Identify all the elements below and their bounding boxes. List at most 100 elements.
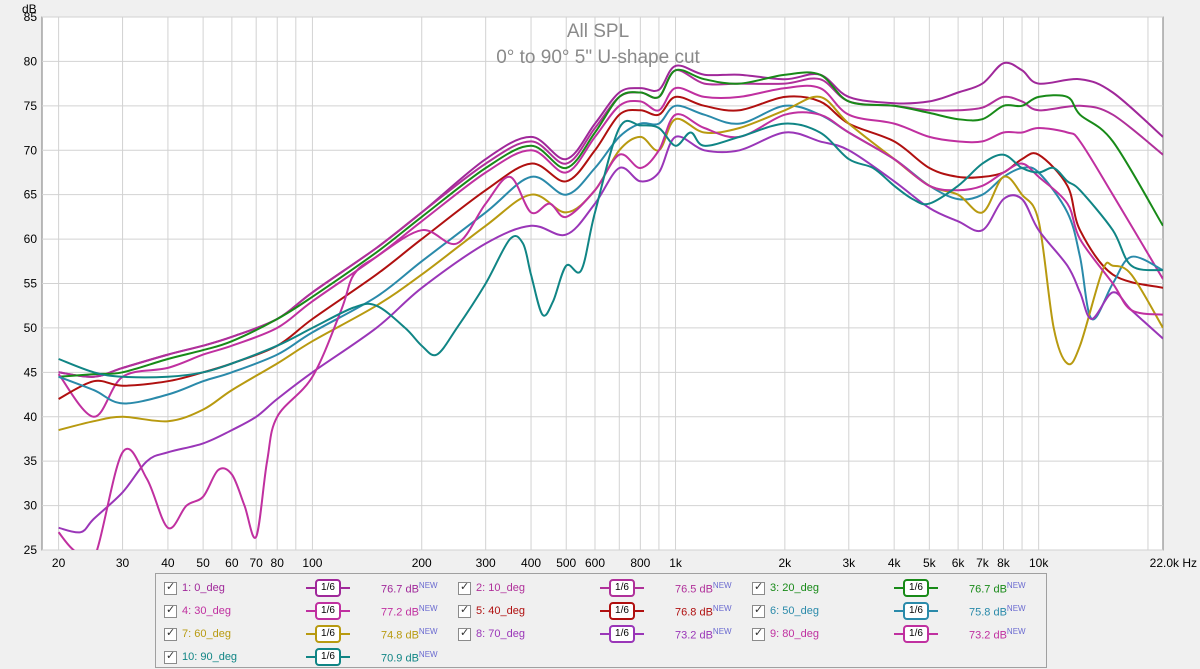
smoothing-button[interactable]: 1/6	[600, 625, 644, 643]
legend-item-2[interactable]: 2: 10_deg	[458, 578, 525, 598]
legend-level: 76.5 dBNEW	[675, 581, 732, 596]
legend-level: 76.8 dBNEW	[675, 604, 732, 619]
smoothing-button[interactable]: 1/6	[600, 579, 644, 597]
legend-level: 76.7 dBNEW	[381, 581, 438, 596]
legend-item-7[interactable]: 7: 60_deg	[164, 624, 231, 644]
legend-swatch-line	[929, 633, 938, 635]
legend-label: 2: 10_deg	[476, 582, 525, 594]
smoothing-button[interactable]: 1/6	[894, 579, 938, 597]
legend-item-10[interactable]: 10: 90_deg	[164, 647, 237, 667]
legend-swatch-line	[635, 587, 644, 589]
y-tick-label: 80	[24, 54, 38, 68]
curves	[57, 61, 1163, 550]
smoothing-button[interactable]: 1/6	[600, 602, 644, 620]
legend-checkbox[interactable]	[458, 580, 471, 595]
smoothing-label: 1/6	[315, 579, 341, 597]
x-tick-label: 30	[116, 556, 130, 570]
x-tick-label: 50	[196, 556, 210, 570]
legend-checkbox[interactable]	[752, 603, 765, 618]
legend-item-6[interactable]: 6: 50_deg	[752, 601, 819, 621]
legend-level-value: 76.7 dB	[969, 583, 1007, 596]
y-tick-label: 75	[24, 99, 38, 113]
x-tick-label: 22.0k Hz	[1150, 556, 1197, 570]
legend-swatch-line	[341, 587, 350, 589]
x-tick-label: 6k	[952, 556, 966, 570]
legend-level: 75.8 dBNEW	[969, 604, 1026, 619]
x-axis-ticks: 20 30 40 50 60 70 80 100 200 300 400 500 600 800 1k 2k 3…	[52, 556, 1197, 570]
legend-swatch-line	[341, 610, 350, 612]
x-tick-label: 4k	[888, 556, 902, 570]
legend-checkbox[interactable]	[164, 626, 177, 641]
legend-level-value: 77.2 dB	[381, 606, 419, 619]
legend-checkbox[interactable]	[458, 626, 471, 641]
y-tick-label: 85	[24, 10, 38, 24]
legend-item-3[interactable]: 3: 20_deg	[752, 578, 819, 598]
y-tick-label: 45	[24, 365, 38, 379]
legend-level: 77.2 dBNEW	[381, 604, 438, 619]
smoothing-label: 1/6	[609, 625, 635, 643]
legend-swatch-line	[306, 633, 315, 635]
legend-level-value: 73.2 dB	[675, 629, 713, 642]
legend-level-value: 74.8 dB	[381, 629, 419, 642]
legend-level-value: 76.7 dB	[381, 583, 419, 596]
legend-checkbox[interactable]	[458, 603, 471, 618]
smoothing-button[interactable]: 1/6	[306, 648, 350, 666]
legend-swatch-line	[306, 656, 315, 658]
legend-swatch-line	[894, 610, 903, 612]
chart-subtitle: 0° to 90° 5" U-shape cut	[496, 47, 700, 68]
legend-level-suffix: NEW	[418, 650, 438, 659]
x-tick-label: 8k	[997, 556, 1011, 570]
smoothing-button[interactable]: 1/6	[306, 625, 350, 643]
smoothing-button[interactable]: 1/6	[894, 625, 938, 643]
legend-swatch-line	[341, 656, 350, 658]
legend-level-suffix: NEW	[418, 604, 438, 613]
grid-lines	[42, 16, 1163, 551]
legend-swatch-line	[306, 610, 315, 612]
smoothing-label: 1/6	[315, 602, 341, 620]
legend-level-value: 76.8 dB	[675, 606, 713, 619]
x-tick-label: 20	[52, 556, 66, 570]
legend-item-4[interactable]: 4: 30_deg	[164, 601, 231, 621]
x-tick-label: 3k	[842, 556, 856, 570]
legend-item-5[interactable]: 5: 40_deg	[458, 601, 525, 621]
legend-checkbox[interactable]	[164, 580, 177, 595]
legend-swatch-line	[306, 587, 315, 589]
legend-level-value: 76.5 dB	[675, 583, 713, 596]
legend-checkbox[interactable]	[752, 580, 765, 595]
legend-item-1[interactable]: 1: 0_deg	[164, 578, 225, 598]
x-tick-label: 600	[585, 556, 605, 570]
smoothing-button[interactable]: 1/6	[306, 579, 350, 597]
legend-swatch-line	[600, 633, 609, 635]
legend-label: 9: 80_deg	[770, 628, 819, 640]
smoothing-label: 1/6	[315, 625, 341, 643]
legend-checkbox[interactable]	[752, 626, 765, 641]
spl-chart: 20 30 40 50 60 70 80 100 200 300 400 500 600 800 1k 2k 3…	[22, 2, 1197, 570]
legend-swatch-line	[635, 610, 644, 612]
series-line-7	[58, 95, 1163, 432]
x-tick-label: 40	[161, 556, 175, 570]
legend-level: 73.2 dBNEW	[675, 627, 732, 642]
legend-label: 7: 60_deg	[182, 628, 231, 640]
legend-checkbox[interactable]	[164, 649, 177, 664]
legend-swatch-line	[894, 633, 903, 635]
x-tick-label: 70	[249, 556, 263, 570]
series-line-10	[58, 119, 1163, 379]
legend-swatch-line	[894, 587, 903, 589]
legend-label: 1: 0_deg	[182, 582, 225, 594]
legend-label: 8: 70_deg	[476, 628, 525, 640]
y-tick-label: 30	[24, 499, 38, 513]
legend-item-8[interactable]: 8: 70_deg	[458, 624, 525, 644]
legend-level-suffix: NEW	[712, 627, 732, 636]
smoothing-button[interactable]: 1/6	[894, 602, 938, 620]
legend-item-9[interactable]: 9: 80_deg	[752, 624, 819, 644]
y-tick-label: 35	[24, 454, 38, 468]
x-tick-label: 800	[630, 556, 650, 570]
y-tick-label: 55	[24, 277, 38, 291]
legend-level: 74.8 dBNEW	[381, 627, 438, 642]
y-axis-label: dB	[22, 2, 37, 16]
legend-checkbox[interactable]	[164, 603, 177, 618]
smoothing-label: 1/6	[903, 625, 929, 643]
smoothing-button[interactable]: 1/6	[306, 602, 350, 620]
legend-level: 76.7 dBNEW	[969, 581, 1026, 596]
